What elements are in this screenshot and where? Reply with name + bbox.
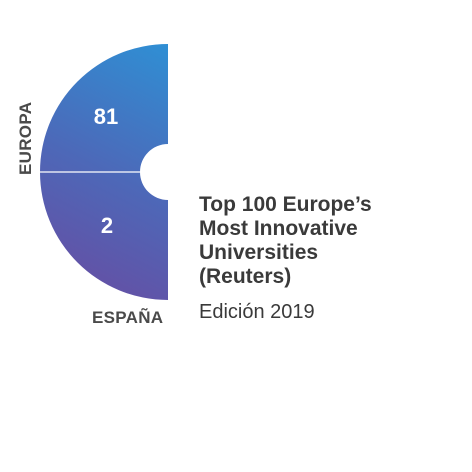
value-label-espana: 2 (101, 213, 113, 238)
value-label-europa: 81 (94, 104, 118, 129)
title-line: Most Innovative (199, 217, 358, 240)
segment-espana (40, 172, 168, 300)
segment-europa (40, 44, 168, 172)
category-label-europa: EUROPA (16, 101, 35, 175)
title-line: Top 100 Europe’s (199, 193, 372, 216)
title-line: (Reuters) (199, 265, 292, 288)
category-label-espana: ESPAÑA (92, 308, 164, 327)
chart-title: Top 100 Europe’s Most Innovative Univers… (199, 193, 449, 289)
chart-subtitle: Edición 2019 (199, 301, 315, 323)
title-line: Universities (199, 241, 319, 264)
